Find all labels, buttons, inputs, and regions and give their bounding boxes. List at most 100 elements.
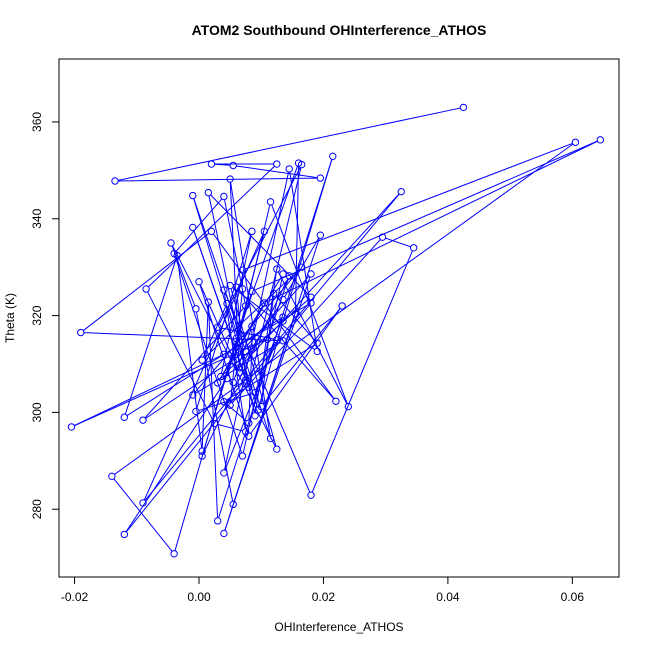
data-point: [238, 285, 247, 293]
data-point: [245, 383, 253, 391]
data-point: [266, 434, 275, 443]
data-point: [192, 407, 200, 416]
data-point: [291, 309, 300, 318]
data-point: [248, 287, 256, 296]
chart-title: ATOM2 Southbound OHInterference_ATHOS: [192, 22, 487, 38]
series-segment: [207, 305, 219, 518]
data-point: [167, 239, 175, 247]
data-point: [120, 413, 129, 421]
data-point: [220, 192, 228, 201]
data-point: [111, 177, 119, 185]
data-point: [266, 198, 275, 206]
series-segment: [262, 308, 341, 405]
data-point: [213, 517, 222, 525]
data-point: [229, 357, 237, 365]
series-segment: [249, 167, 302, 385]
data-point: [338, 302, 346, 310]
data-point: [329, 152, 337, 161]
y-tick-label: 280: [30, 499, 44, 519]
data-point: [235, 364, 244, 372]
y-tick-label: 320: [30, 305, 44, 325]
data-point: [273, 445, 281, 453]
data-point: [263, 335, 272, 344]
series-segment: [284, 237, 320, 298]
series-segment: [254, 140, 598, 291]
series-segment: [198, 393, 253, 411]
series-segment: [114, 143, 574, 475]
data-point: [378, 233, 387, 241]
data-point: [245, 432, 253, 440]
series-segment: [193, 230, 246, 378]
series-segment: [261, 296, 274, 404]
x-axis-label: OHInterference_ATHOS: [274, 620, 403, 634]
data-point: [260, 299, 269, 307]
data-point: [251, 412, 259, 420]
data-point: [241, 347, 250, 356]
data-point: [207, 227, 216, 236]
series-segment: [245, 142, 573, 270]
series-segment: [217, 423, 243, 432]
data-point: [226, 281, 234, 290]
series-segment: [266, 140, 598, 303]
series-segment: [218, 167, 301, 325]
data-point: [192, 305, 200, 313]
series-segment: [224, 171, 290, 470]
series-segment: [145, 352, 244, 419]
data-point: [238, 266, 247, 274]
x-tick-label: -0.02: [61, 590, 89, 604]
series-segment: [226, 344, 315, 401]
data-point: [220, 529, 228, 538]
data-point: [260, 227, 269, 236]
data-point: [316, 174, 325, 182]
data-point: [245, 419, 253, 427]
data-point: [238, 452, 247, 460]
data-point: [251, 388, 259, 397]
series-segment: [385, 237, 411, 248]
data-point: [220, 398, 228, 406]
series-segment: [238, 289, 335, 400]
data-point: [229, 500, 237, 509]
x-tick-label: 0.06: [561, 590, 585, 604]
data-point: [220, 469, 228, 477]
series-segment: [83, 232, 210, 331]
data-point: [229, 378, 237, 387]
data-point: [139, 499, 147, 507]
data-point: [279, 337, 287, 345]
x-tick-label: 0.00: [187, 590, 211, 604]
data-point: [204, 298, 213, 306]
data-point: [189, 391, 197, 399]
series-segment: [171, 245, 196, 306]
data-point: [307, 299, 315, 307]
data-point: [307, 293, 315, 301]
data-point: [248, 344, 256, 352]
series-segment: [230, 182, 271, 436]
data-point: [313, 339, 321, 347]
data-point: [248, 322, 256, 330]
series-segment: [177, 258, 203, 449]
data-point: [210, 419, 219, 428]
data-point: [257, 402, 265, 411]
data-point: [297, 263, 306, 271]
series-segment: [248, 351, 253, 420]
series-segment: [201, 305, 209, 448]
data-point: [170, 550, 178, 558]
data-point: [173, 251, 181, 260]
x-tick-label: 0.02: [312, 590, 336, 604]
data-point: [596, 136, 605, 144]
data-point: [269, 289, 278, 298]
data-point: [139, 416, 147, 424]
data-point: [204, 188, 213, 197]
data-point: [409, 244, 418, 252]
series-segment: [227, 306, 271, 436]
series-segment: [233, 276, 311, 502]
data-point: [120, 530, 129, 539]
series-segment: [250, 308, 341, 434]
data-point: [294, 159, 303, 167]
series-segment: [225, 403, 247, 422]
data-point: [279, 270, 287, 278]
data-point: [332, 397, 340, 405]
data-point: [279, 295, 287, 304]
data-point: [273, 160, 281, 168]
data-point: [307, 491, 315, 499]
